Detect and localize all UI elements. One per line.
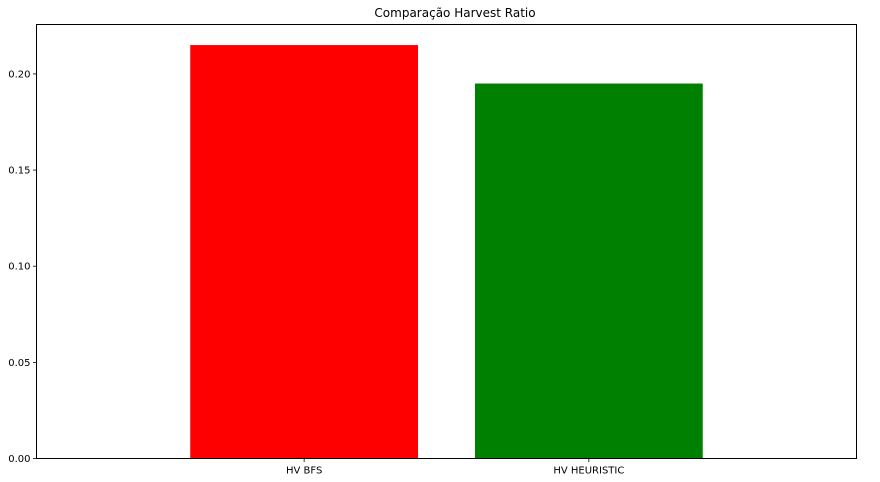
y-tick-label: 0.10 xyxy=(8,262,30,273)
y-tick-label: 0.15 xyxy=(8,166,30,177)
y-tick-label: 0.05 xyxy=(8,358,30,369)
y-axis: 0.00 0.05 0.10 0.15 0.20 xyxy=(8,69,37,465)
y-tick-label: 0.20 xyxy=(8,69,30,80)
chart-title: Comparação Harvest Ratio xyxy=(374,6,535,20)
x-tick-label: HV HEURISTIC xyxy=(553,466,624,477)
bar-hv-heuristic xyxy=(474,83,703,459)
x-axis: HV BFS HV HEURISTIC xyxy=(286,458,624,477)
y-tick-label: 0.00 xyxy=(8,454,30,465)
bar-hv-bfs xyxy=(190,45,419,459)
bars-group xyxy=(190,45,703,459)
x-tick-label: HV BFS xyxy=(286,466,322,477)
plot-frame xyxy=(36,24,857,459)
